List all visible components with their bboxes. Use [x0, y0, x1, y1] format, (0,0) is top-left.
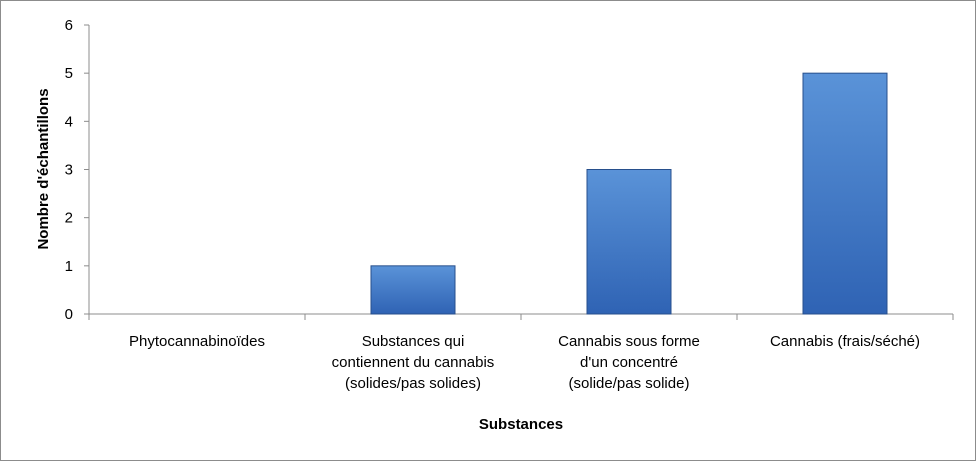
- y-tick-label: 1: [65, 258, 73, 275]
- x-category-label-line: Cannabis (frais/séché): [770, 333, 920, 350]
- x-category-label: Substances qui contiennent du cannabis (so…: [332, 333, 495, 392]
- x-category-label-line: contiennent du cannabis: [332, 354, 495, 371]
- x-category-label-line: d'un concentré: [580, 354, 678, 371]
- x-category-label: Cannabis sous forme d'un concentré (solide…: [558, 333, 700, 392]
- y-tick-label: 2: [65, 210, 73, 227]
- x-category-label-line: Phytocannabinoïdes: [129, 333, 265, 350]
- x-category-label-line: (solide/pas solide): [569, 375, 690, 392]
- bar: [802, 72, 888, 315]
- x-category-label-line: (solides/pas solides): [345, 375, 481, 392]
- x-category-label: Cannabis (frais/séché): [770, 333, 920, 350]
- bar: [586, 169, 672, 315]
- y-tick-label: 3: [65, 162, 73, 179]
- y-axis-title: Nombre d'échantillons: [35, 88, 52, 249]
- bars: [370, 72, 888, 315]
- x-category-labels: Phytocannabinoïdes Substances qui contienn…: [129, 333, 920, 392]
- x-category-label: Phytocannabinoïdes: [129, 333, 265, 350]
- y-tick-label: 5: [65, 65, 73, 82]
- y-tick-label: 4: [65, 113, 73, 130]
- y-tick-labels: 0 1 2 3 4 5 6: [65, 17, 73, 323]
- x-category-label-line: Cannabis sous forme: [558, 333, 700, 350]
- y-tick-label: 6: [65, 17, 73, 34]
- y-tick-label: 0: [65, 306, 73, 323]
- x-category-label-line: Substances qui: [362, 333, 465, 350]
- x-axis-title: Substances: [479, 416, 563, 433]
- bar: [370, 265, 456, 315]
